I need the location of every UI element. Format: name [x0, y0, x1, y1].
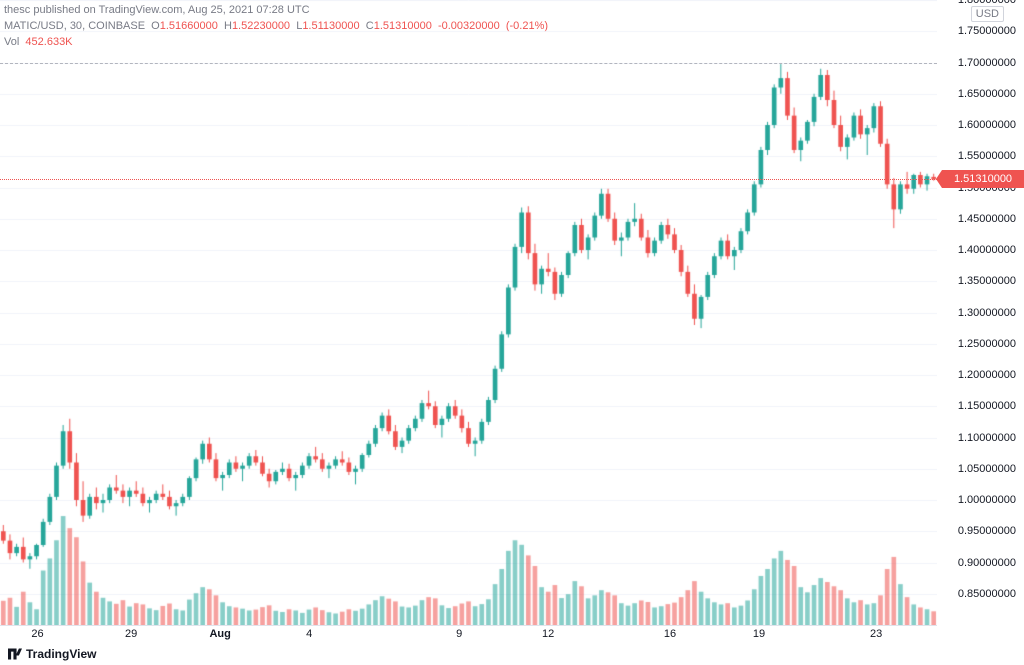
time-tick: 26: [31, 628, 43, 640]
price-tick: 1.15000000: [958, 400, 1016, 412]
price-tick: 1.35000000: [958, 275, 1016, 287]
time-tick: 16: [664, 628, 676, 640]
price-tick: 1.70000000: [958, 57, 1016, 69]
price-tick: 1.30000000: [958, 307, 1016, 319]
price-tick: 0.90000000: [958, 557, 1016, 569]
price-tick: 1.40000000: [958, 244, 1016, 256]
price-tick: 1.25000000: [958, 338, 1016, 350]
time-tick: 19: [753, 628, 765, 640]
time-tick: 12: [542, 628, 554, 640]
high-dotted-line: [0, 63, 937, 64]
candlestick-canvas: [0, 0, 937, 625]
price-tick: 1.05000000: [958, 463, 1016, 475]
time-tick: 4: [306, 628, 312, 640]
price-tick: 1.65000000: [958, 88, 1016, 100]
time-tick: 29: [125, 628, 137, 640]
time-tick: 9: [456, 628, 462, 640]
price-tick: 1.60000000: [958, 119, 1016, 131]
price-tick: 1.00000000: [958, 494, 1016, 506]
time-tick: Aug: [209, 628, 230, 640]
price-tick: 1.10000000: [958, 432, 1016, 444]
price-tick: 1.45000000: [958, 213, 1016, 225]
price-tick: 1.20000000: [958, 369, 1016, 381]
time-tick: 23: [870, 628, 882, 640]
price-tick: 0.95000000: [958, 525, 1016, 537]
last-price-line: [0, 179, 937, 180]
price-tick: 0.85000000: [958, 588, 1016, 600]
time-axis[interactable]: 26 29 Aug 4 9 12 16 19 23: [0, 625, 937, 643]
last-price-flag: 1.51310000: [942, 170, 1024, 188]
tradingview-logo-icon: [8, 647, 22, 661]
price-tick: 1.80000000: [958, 0, 1016, 6]
price-tick: 1.75000000: [958, 25, 1016, 37]
price-axis[interactable]: USD 1.80000000 1.75000000 1.70000000 1.6500…: [937, 0, 1024, 625]
axis-currency: USD: [971, 6, 1004, 22]
price-tick: 1.55000000: [958, 150, 1016, 162]
footer-brand: TradingView: [8, 647, 96, 661]
chart-area[interactable]: [0, 0, 937, 625]
